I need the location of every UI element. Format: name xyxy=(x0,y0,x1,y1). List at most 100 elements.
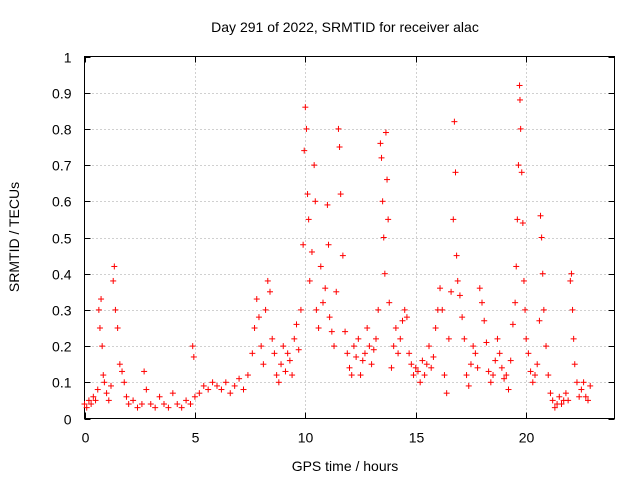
data-point xyxy=(505,386,512,393)
data-point xyxy=(253,296,260,303)
data-point xyxy=(83,404,90,411)
data-point xyxy=(388,364,395,371)
data-point xyxy=(336,144,343,150)
y-axis-label: SRMTID / TECUs xyxy=(6,182,22,292)
data-point xyxy=(494,335,501,342)
data-point xyxy=(304,191,311,198)
data-point xyxy=(282,368,289,375)
data-point xyxy=(479,299,485,306)
data-point xyxy=(571,361,578,368)
data-point xyxy=(556,393,563,400)
data-point xyxy=(267,288,273,295)
data-point xyxy=(125,401,132,408)
data-point xyxy=(573,379,580,386)
data-point xyxy=(384,176,391,183)
data-point xyxy=(315,325,322,331)
data-point xyxy=(240,386,247,393)
data-point xyxy=(516,96,523,103)
data-point xyxy=(441,372,448,379)
data-point xyxy=(465,382,472,389)
data-point xyxy=(147,401,154,408)
data-point xyxy=(501,375,508,382)
data-point xyxy=(549,397,556,404)
x-tick-label: 0 xyxy=(82,430,90,446)
data-point xyxy=(105,397,112,404)
y-tick-label: 0.2 xyxy=(52,339,72,355)
data-point xyxy=(364,325,371,331)
data-point xyxy=(110,277,117,284)
data-point xyxy=(335,125,342,132)
data-point xyxy=(496,350,503,357)
data-point xyxy=(262,306,269,313)
data-point xyxy=(85,397,92,404)
data-point xyxy=(386,299,393,306)
data-point xyxy=(196,390,203,397)
x-tick-label: 15 xyxy=(409,430,425,446)
data-point xyxy=(169,390,176,397)
data-point xyxy=(278,361,285,368)
data-point xyxy=(306,277,313,284)
data-point xyxy=(503,372,510,379)
data-point xyxy=(585,397,591,404)
data-point xyxy=(108,382,114,389)
data-point xyxy=(377,140,384,147)
data-point xyxy=(258,343,265,350)
data-point xyxy=(467,361,474,368)
data-point xyxy=(100,372,107,379)
data-point xyxy=(273,372,280,379)
data-point xyxy=(320,299,326,306)
data-point xyxy=(517,125,524,132)
data-point xyxy=(249,350,256,357)
data-point xyxy=(399,317,406,324)
data-point xyxy=(143,386,150,393)
data-point xyxy=(417,379,424,386)
data-point xyxy=(116,361,123,368)
data-point xyxy=(514,216,521,223)
data-point xyxy=(397,335,404,342)
data-point xyxy=(189,343,196,350)
data-point xyxy=(373,335,379,342)
y-tick-label: 1 xyxy=(64,50,72,66)
data-point xyxy=(539,270,546,277)
data-point xyxy=(385,216,392,223)
data-point xyxy=(474,364,481,371)
data-point xyxy=(297,306,304,313)
data-point xyxy=(582,393,589,400)
y-tick-label: 0.8 xyxy=(52,122,72,138)
data-point xyxy=(520,277,527,284)
data-point xyxy=(406,350,413,357)
data-point xyxy=(481,317,488,324)
data-point xyxy=(337,191,344,198)
data-point xyxy=(568,270,575,277)
data-point xyxy=(255,314,262,321)
data-point xyxy=(271,350,278,357)
data-point xyxy=(390,343,397,350)
data-point xyxy=(130,397,137,404)
data-point xyxy=(453,252,460,259)
data-point xyxy=(459,314,466,321)
data-point xyxy=(98,296,105,303)
data-point xyxy=(513,263,520,270)
data-point xyxy=(339,252,346,259)
data-point xyxy=(165,404,172,411)
data-point xyxy=(95,306,102,313)
data-point xyxy=(344,350,351,357)
data-point xyxy=(403,314,410,321)
data-point xyxy=(463,372,470,379)
data-point xyxy=(280,343,287,350)
data-points xyxy=(81,82,594,411)
data-point xyxy=(410,372,417,379)
data-point xyxy=(99,343,106,350)
data-point xyxy=(569,306,576,313)
data-point xyxy=(392,325,399,331)
data-point xyxy=(222,379,229,386)
data-point xyxy=(302,104,309,111)
data-point xyxy=(244,372,251,379)
data-point xyxy=(218,386,225,393)
data-point xyxy=(300,241,307,248)
data-point xyxy=(359,357,366,364)
data-point xyxy=(423,361,430,368)
data-point xyxy=(328,328,335,335)
data-point xyxy=(101,379,108,386)
